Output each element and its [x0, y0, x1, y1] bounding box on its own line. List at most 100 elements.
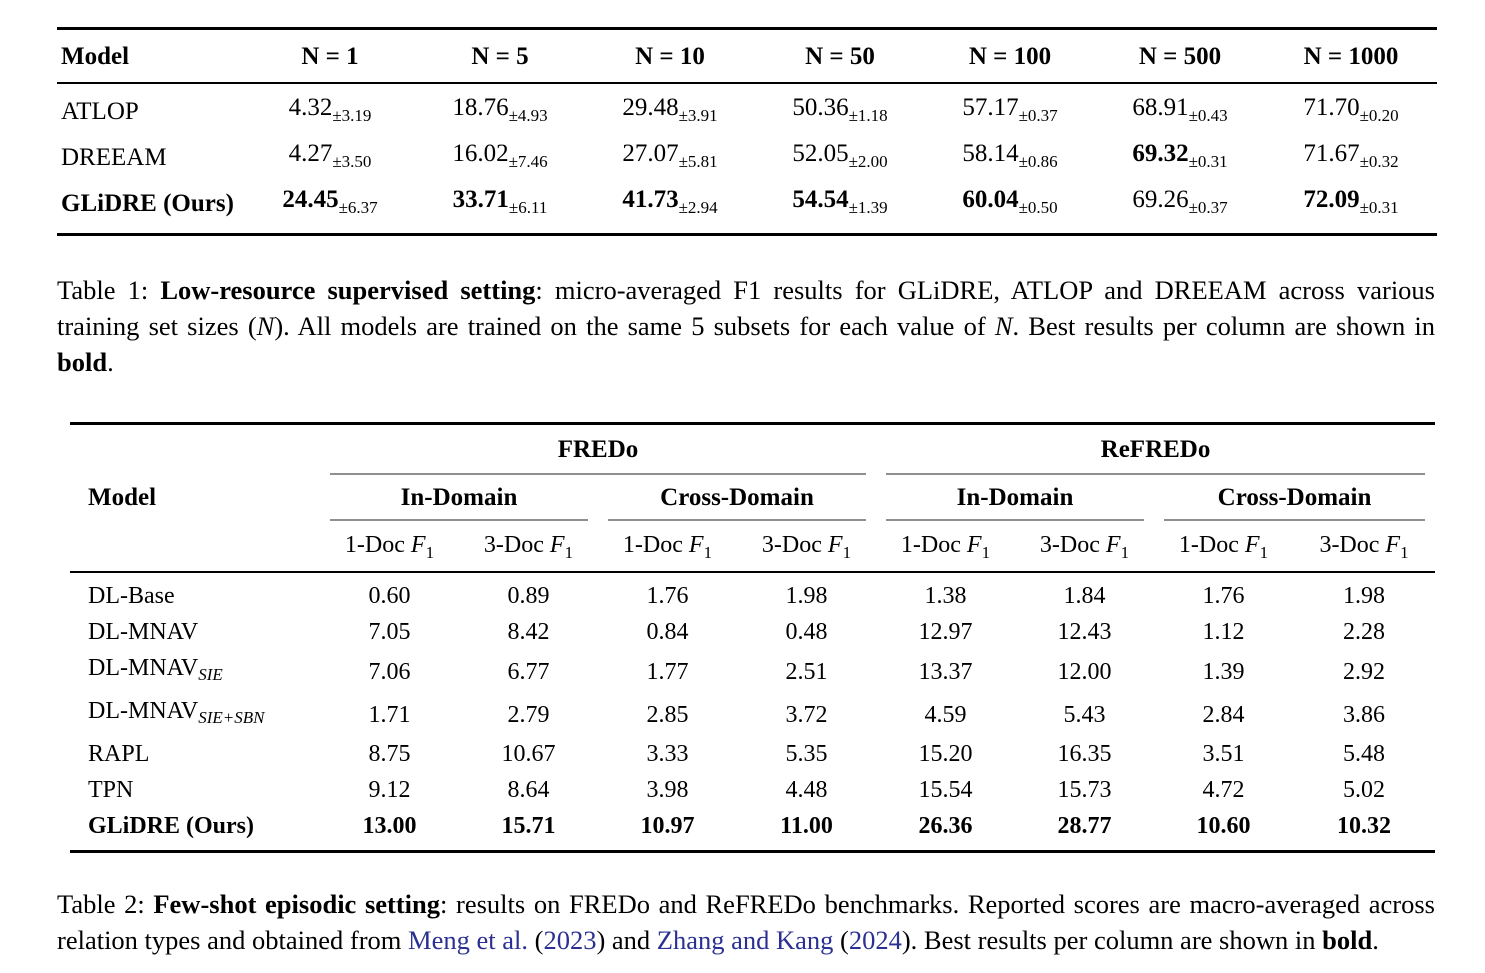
result-cell: 68.91±0.43 — [1095, 83, 1265, 135]
result-value: 54.54 — [792, 186, 849, 213]
doc-header: 1-Doc F1 — [1154, 523, 1293, 573]
result-stddev: ±0.20 — [1359, 106, 1399, 125]
result-cell: 12.97 — [918, 619, 973, 645]
caption-text: ( — [833, 925, 849, 955]
result-cell: 12.00 — [1057, 658, 1112, 685]
result-cell: 72.09±0.31 — [1265, 181, 1437, 235]
result-cell: 4.48 — [785, 777, 828, 803]
table2-fredo-in-domain: In-Domain — [400, 484, 518, 511]
result-cell: 1.38 — [924, 583, 967, 609]
table2-refredo-cross-domain: Cross-Domain — [1217, 484, 1372, 511]
citation-link[interactable]: Zhang and Kang — [656, 925, 834, 955]
table2-refredo-in-domain: In-Domain — [956, 484, 1074, 511]
doc-header: 1-Doc F1 — [598, 523, 737, 573]
document-page: Model N = 1 N = 5 N = 10 N = 50 N = 100 … — [0, 27, 1485, 958]
table2-row: GLiDRE (Ours) 13.00 15.71 10.97 11.00 26.36 28… — [70, 808, 1435, 852]
result-value: 50.36 — [792, 94, 849, 121]
result-cell: 60.04±0.50 — [925, 181, 1095, 235]
citation-link[interactable]: 2023 — [543, 925, 597, 955]
result-cell: 0.84 — [646, 619, 689, 645]
result-cell: 58.14±0.86 — [925, 135, 1095, 181]
table1-body: ATLOP 4.32±3.19 18.76±4.93 29.48±3.91 50.36±… — [57, 83, 1437, 235]
result-cell: 3.98 — [646, 777, 689, 803]
model-name: ATLOP — [61, 98, 139, 125]
citation-link[interactable]: Meng et al. — [408, 925, 528, 955]
table1-col-n5: N = 5 — [415, 28, 585, 84]
cmidrule — [608, 519, 866, 521]
doc-header: 1-Doc F1 — [320, 523, 459, 573]
result-cell: 1.98 — [785, 583, 828, 609]
doc-header: 3-Doc F1 — [737, 523, 876, 573]
result-cell: 29.48±3.91 — [585, 83, 755, 135]
table2-cmidrule-row-1 — [70, 473, 1435, 477]
result-cell: 13.37 — [918, 658, 973, 685]
caption-text: bold — [57, 347, 108, 377]
model-name: GLiDRE (Ours) — [70, 808, 320, 852]
result-cell: 1.76 — [646, 583, 689, 609]
result-stddev: ±1.18 — [848, 106, 888, 125]
table1-col-n1: N = 1 — [245, 28, 415, 84]
result-cell: 41.73±2.94 — [585, 181, 755, 235]
caption-text: Low-resource supervised setting — [160, 275, 536, 305]
model-name: DL-MNAVSIE+SBN — [70, 693, 320, 736]
doc-header: 3-Doc F1 — [1293, 523, 1436, 573]
result-cell: 1.84 — [1063, 583, 1106, 609]
result-stddev: ±0.32 — [1359, 152, 1399, 171]
table1-low-resource: Model N = 1 N = 5 N = 10 N = 50 N = 100 … — [57, 27, 1437, 236]
result-stddev: ±3.19 — [332, 106, 372, 125]
citation-link[interactable]: 2024 — [848, 925, 902, 955]
result-cell: 24.45±6.37 — [245, 181, 415, 235]
result-cell: 2.92 — [1343, 658, 1386, 685]
result-cell: 0.89 — [507, 583, 550, 609]
result-cell: 54.54±1.39 — [755, 181, 925, 235]
caption-text: . Best results per column are shown in — [1012, 311, 1435, 341]
cmidrule — [886, 473, 1426, 475]
result-value: 52.05 — [792, 140, 849, 167]
model-name-text: DL-MNAV — [88, 655, 199, 681]
model-name: DL-Base — [70, 572, 320, 614]
model-name: TPN — [70, 772, 320, 808]
result-cell: 1.76 — [1202, 583, 1245, 609]
result-cell: 71.67±0.32 — [1265, 135, 1437, 181]
model-name-subscript: SIE — [198, 665, 223, 684]
result-value: 18.76 — [452, 94, 509, 121]
result-cell: 2.51 — [785, 658, 828, 685]
result-value: 58.14 — [962, 140, 1019, 167]
doc-header: 3-Doc F1 — [1015, 523, 1154, 573]
result-cell: 10.67 — [501, 741, 556, 767]
cmidrule — [330, 519, 588, 521]
model-name-subscript: SIE+SBN — [198, 708, 265, 727]
table1-col-n50: N = 50 — [755, 28, 925, 84]
result-value: 68.91 — [1132, 94, 1189, 121]
table2-row: TPN 9.12 8.64 3.98 4.48 15.54 15.73 4.72 5.02 — [70, 772, 1435, 808]
model-name: RAPL — [70, 736, 320, 772]
table2-caption: Table 2: Few-shot episodic setting: resu… — [57, 886, 1435, 958]
result-cell: 4.72 — [1202, 777, 1245, 803]
result-stddev: ±3.50 — [332, 152, 372, 171]
result-cell: 2.84 — [1202, 701, 1245, 728]
result-stddev: ±2.94 — [678, 198, 718, 217]
result-cell: 7.06 — [368, 658, 411, 685]
table1-header-row: Model N = 1 N = 5 N = 10 N = 50 N = 100 … — [57, 28, 1437, 84]
result-stddev: ±7.46 — [508, 152, 548, 171]
result-cell: 33.71±6.11 — [415, 181, 585, 235]
table2-row: DL-MNAVSIE 7.06 6.77 1.77 2.51 13.37 12.00 1.39… — [70, 650, 1435, 693]
model-name: GLiDRE (Ours) — [61, 190, 234, 217]
result-stddev: ±6.37 — [338, 198, 378, 217]
result-stddev: ±0.37 — [1188, 198, 1228, 217]
result-cell: 69.26±0.37 — [1095, 181, 1265, 235]
model-name-text: DL-MNAV — [88, 619, 199, 645]
result-value: 16.02 — [452, 140, 509, 167]
caption-text: ) and — [596, 925, 657, 955]
result-stddev: ±5.81 — [678, 152, 718, 171]
result-cell: 8.42 — [507, 619, 550, 645]
result-value: 60.04 — [962, 186, 1019, 213]
result-cell: 0.60 — [368, 583, 411, 609]
result-value: 71.70 — [1303, 94, 1360, 121]
table1-col-n10: N = 10 — [585, 28, 755, 84]
result-cell: 52.05±2.00 — [755, 135, 925, 181]
table2-few-shot: Model FREDo ReFREDo In-Domain Cross-Doma… — [70, 422, 1436, 853]
result-stddev: ±3.91 — [678, 106, 718, 125]
caption-text: N — [994, 311, 1013, 341]
result-value: 24.45 — [282, 186, 339, 213]
